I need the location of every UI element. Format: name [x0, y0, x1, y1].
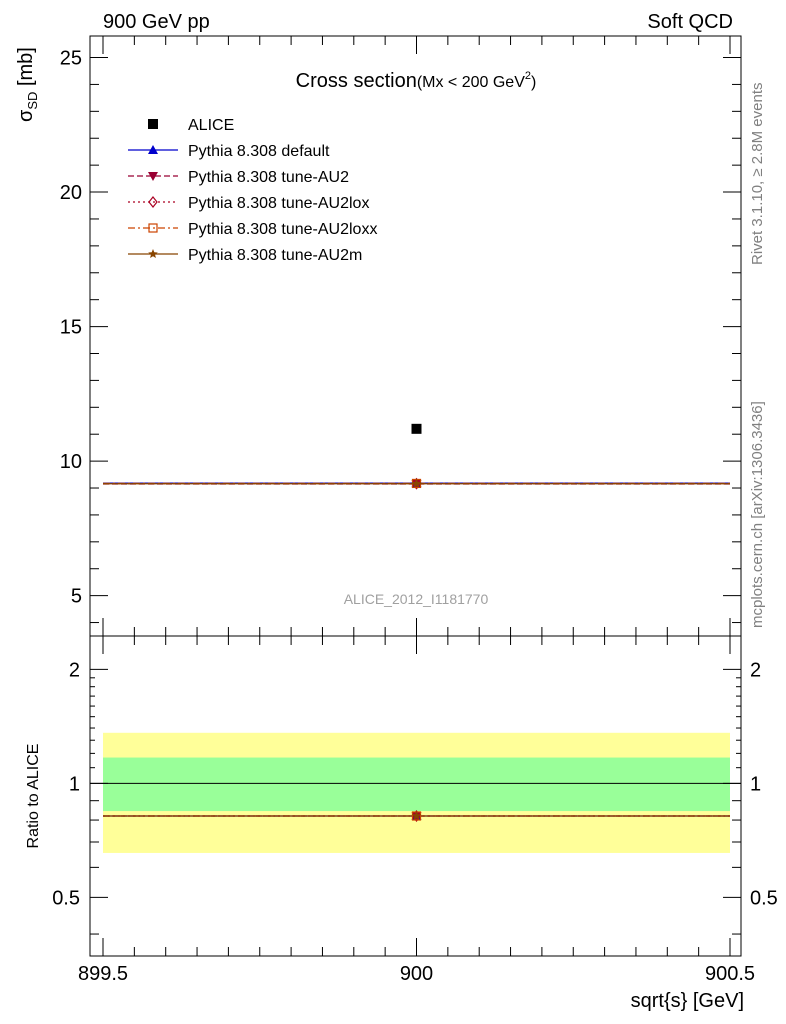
ratio-y-tick-label-left: 2 [69, 659, 80, 681]
legend: ALICE Pythia 8.308 default Pythia 8.308 tu… [128, 117, 377, 264]
y-tick-label: 5 [71, 586, 82, 608]
chart-title-sub: (Mx < 200 GeV [417, 74, 525, 91]
chart-title-close: ) [531, 74, 536, 91]
y-tick-label: 10 [60, 451, 82, 473]
source-label: mcplots.cern.ch [arXiv:1306.3436] [749, 401, 766, 628]
x-tick-label: 899.5 [78, 963, 128, 985]
x-axis-label: sqrt{s} [GeV] [631, 990, 744, 1012]
y-tick-label: 20 [60, 182, 82, 204]
x-tick-label: 900 [400, 963, 433, 985]
ratio-y-axis-label: Ratio to ALICE [25, 744, 42, 849]
main-panel: 5 10 15 20 25 Cross section(Mx < 200 GeV2) σ… [15, 35, 742, 637]
legend-label: Pythia 8.308 tune-AU2m [188, 247, 362, 264]
chart-title: Cross section(Mx < 200 GeV2) [296, 70, 537, 92]
y-tick-label: 25 [60, 48, 82, 70]
legend-label: Pythia 8.308 default [188, 143, 330, 160]
legend-marker [148, 196, 158, 208]
legend-label: Pythia 8.308 tune-AU2 [188, 169, 349, 186]
legend-marker [148, 145, 158, 154]
analysis-watermark: ALICE_2012_I1181770 [344, 591, 489, 607]
header-left-label: 900 GeV pp [103, 11, 210, 33]
ratio-y-tick-label-right: 2 [750, 659, 761, 681]
legend-entry-default: Pythia 8.308 default [128, 143, 330, 160]
ratio-panel-frame [89, 635, 742, 957]
x-tick-label: 900.5 [705, 963, 755, 985]
legend-label: ALICE [188, 117, 234, 134]
rivet-label: Rivet 3.1.10, ≥ 2.8M events [749, 83, 766, 266]
legend-entry-au2m: Pythia 8.308 tune-AU2m [128, 247, 362, 264]
y-axis-label-sub: SD [25, 92, 40, 110]
ratio-panel: 0.5 0.5 1 1 2 2 899.5 900 900.5 Ratio to ALICE s… [25, 635, 778, 1012]
legend-label: Pythia 8.308 tune-AU2loxx [188, 221, 377, 238]
ratio-marker-au2m [411, 811, 422, 820]
chart-title-main: Cross section [296, 70, 417, 92]
data-point-alice [411, 423, 422, 434]
legend-label: Pythia 8.308 tune-AU2lox [188, 195, 369, 212]
series-marker-au2m [411, 478, 422, 488]
legend-entry-alice: ALICE [148, 117, 234, 134]
legend-entry-au2loxx: Pythia 8.308 tune-AU2loxx [128, 221, 377, 238]
ratio-band-inner [103, 757, 730, 812]
legend-entry-au2lox: Pythia 8.308 tune-AU2lox [128, 195, 369, 212]
y-tick-label: 15 [60, 317, 82, 339]
legend-marker [148, 223, 158, 233]
ratio-y-tick-label-left: 0.5 [52, 887, 80, 909]
y-axis-label: σSD [mb] [15, 47, 40, 122]
ratio-y-tick-label-right: 0.5 [750, 887, 778, 909]
legend-marker [148, 119, 158, 129]
y-axis-label-unit: [mb] [15, 47, 37, 91]
header-right-label: Soft QCD [647, 11, 733, 33]
chart-title-sup: 2 [525, 70, 531, 82]
legend-entry-au2: Pythia 8.308 tune-AU2 [128, 169, 349, 186]
ratio-y-tick-label-left: 1 [69, 773, 80, 795]
ratio-y-tick-label-right: 1 [750, 773, 761, 795]
y-axis-label-symbol: σ [15, 109, 37, 122]
legend-marker [148, 172, 158, 181]
legend-marker [148, 249, 158, 258]
